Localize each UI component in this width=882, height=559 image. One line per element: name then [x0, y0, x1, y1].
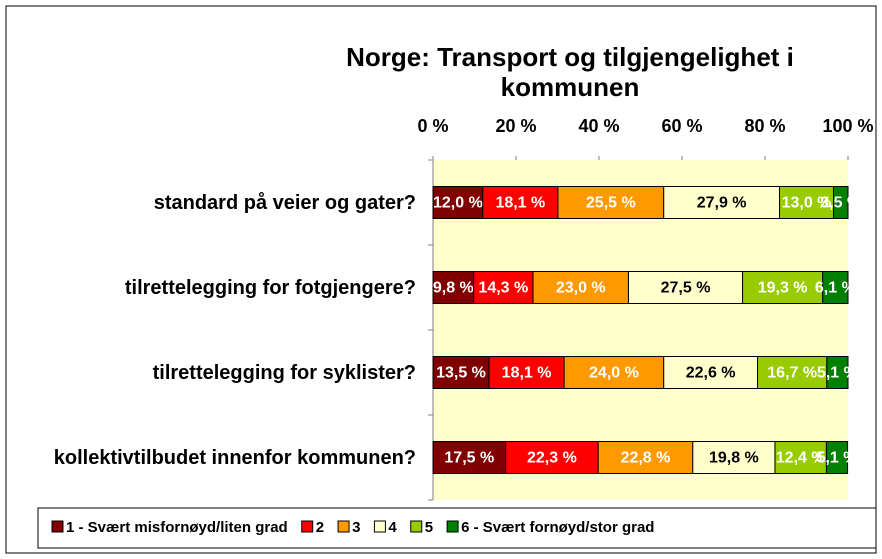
legend-swatch	[301, 520, 314, 533]
value-label: 14,3 %	[478, 280, 528, 297]
bar-segment	[692, 441, 776, 474]
value-label: 6,1 %	[815, 280, 856, 297]
bar-segment	[627, 271, 744, 304]
legend-label: 3	[352, 519, 360, 536]
chart-title: Norge: Transport og tilgjengelighet i ko…	[346, 42, 794, 102]
legend-swatch	[410, 520, 423, 533]
value-label: 22,6 %	[686, 365, 736, 382]
bar-segment	[742, 271, 824, 304]
value-label: 5,1 %	[817, 365, 858, 382]
value-label: 13,0 %	[782, 195, 832, 212]
bar-segment	[663, 356, 759, 389]
value-label: 22,8 %	[621, 450, 671, 467]
chart-frame	[5, 5, 877, 554]
value-label: 19,3 %	[758, 280, 808, 297]
x-tick-label: 40 %	[578, 116, 619, 136]
value-label: 16,7 %	[767, 365, 817, 382]
value-label: 13,5 %	[436, 365, 486, 382]
legend-label: 4	[388, 519, 397, 536]
value-label: 12,4 %	[776, 450, 826, 467]
bar-segment	[432, 441, 507, 474]
value-label: 18,1 %	[495, 195, 545, 212]
bar-segment	[488, 356, 565, 389]
bar-segment	[532, 271, 629, 304]
legend-swatch	[373, 520, 386, 533]
bar-segment	[432, 186, 484, 219]
legend-label: 5	[425, 519, 433, 536]
value-label: 18,1 %	[502, 365, 552, 382]
bar-segment	[432, 271, 475, 304]
bar-segment	[663, 186, 781, 219]
value-label: 23,0 %	[556, 280, 606, 297]
value-label: 5,1 %	[817, 450, 858, 467]
bar-segment	[505, 441, 599, 474]
legend-swatch	[446, 520, 459, 533]
x-tick-label: 60 %	[661, 116, 702, 136]
bar-segment	[774, 441, 827, 474]
value-label: 17,5 %	[444, 450, 494, 467]
bar-segment	[557, 186, 665, 219]
value-label: 19,8 %	[709, 450, 759, 467]
category-label: tilrettelegging for syklister?	[152, 361, 416, 384]
legend-label: 1 - Svært misfornøyd/liten grad	[66, 519, 288, 536]
bar-segment	[779, 186, 834, 219]
x-tick-label: 100 %	[822, 116, 873, 136]
bar-segment	[482, 186, 559, 219]
value-label: 24,0 %	[589, 365, 639, 382]
category-label: standard på veier og gater?	[153, 191, 416, 214]
x-tick-label: 80 %	[744, 116, 785, 136]
bar-segment	[822, 271, 849, 304]
bar-segment	[832, 186, 849, 219]
x-tick-label: 20 %	[495, 116, 536, 136]
bar-segment	[826, 356, 849, 389]
legend-swatch	[51, 520, 64, 533]
value-label: 12,0 %	[433, 195, 483, 212]
value-label: 25,5 %	[586, 195, 636, 212]
legend-label: 6 - Svært fornøyd/stor grad	[461, 519, 654, 536]
x-tick-label: 0 %	[417, 116, 448, 136]
category-label: tilrettelegging for fotgjengere?	[124, 276, 416, 299]
value-label: 27,9 %	[697, 195, 747, 212]
value-label: 22,3 %	[527, 450, 577, 467]
bar-segment	[473, 271, 534, 304]
value-label: 3,5 %	[820, 195, 861, 212]
legend-swatch	[337, 520, 350, 533]
legend-label: 2	[316, 519, 324, 536]
bar-segment	[563, 356, 665, 389]
value-label: 9,8 %	[433, 280, 474, 297]
value-label: 27,5 %	[661, 280, 711, 297]
bar-segment	[825, 441, 849, 474]
category-label: kollektivtilbudet innenfor kommunen?	[53, 446, 416, 469]
bar-segment	[757, 356, 828, 389]
